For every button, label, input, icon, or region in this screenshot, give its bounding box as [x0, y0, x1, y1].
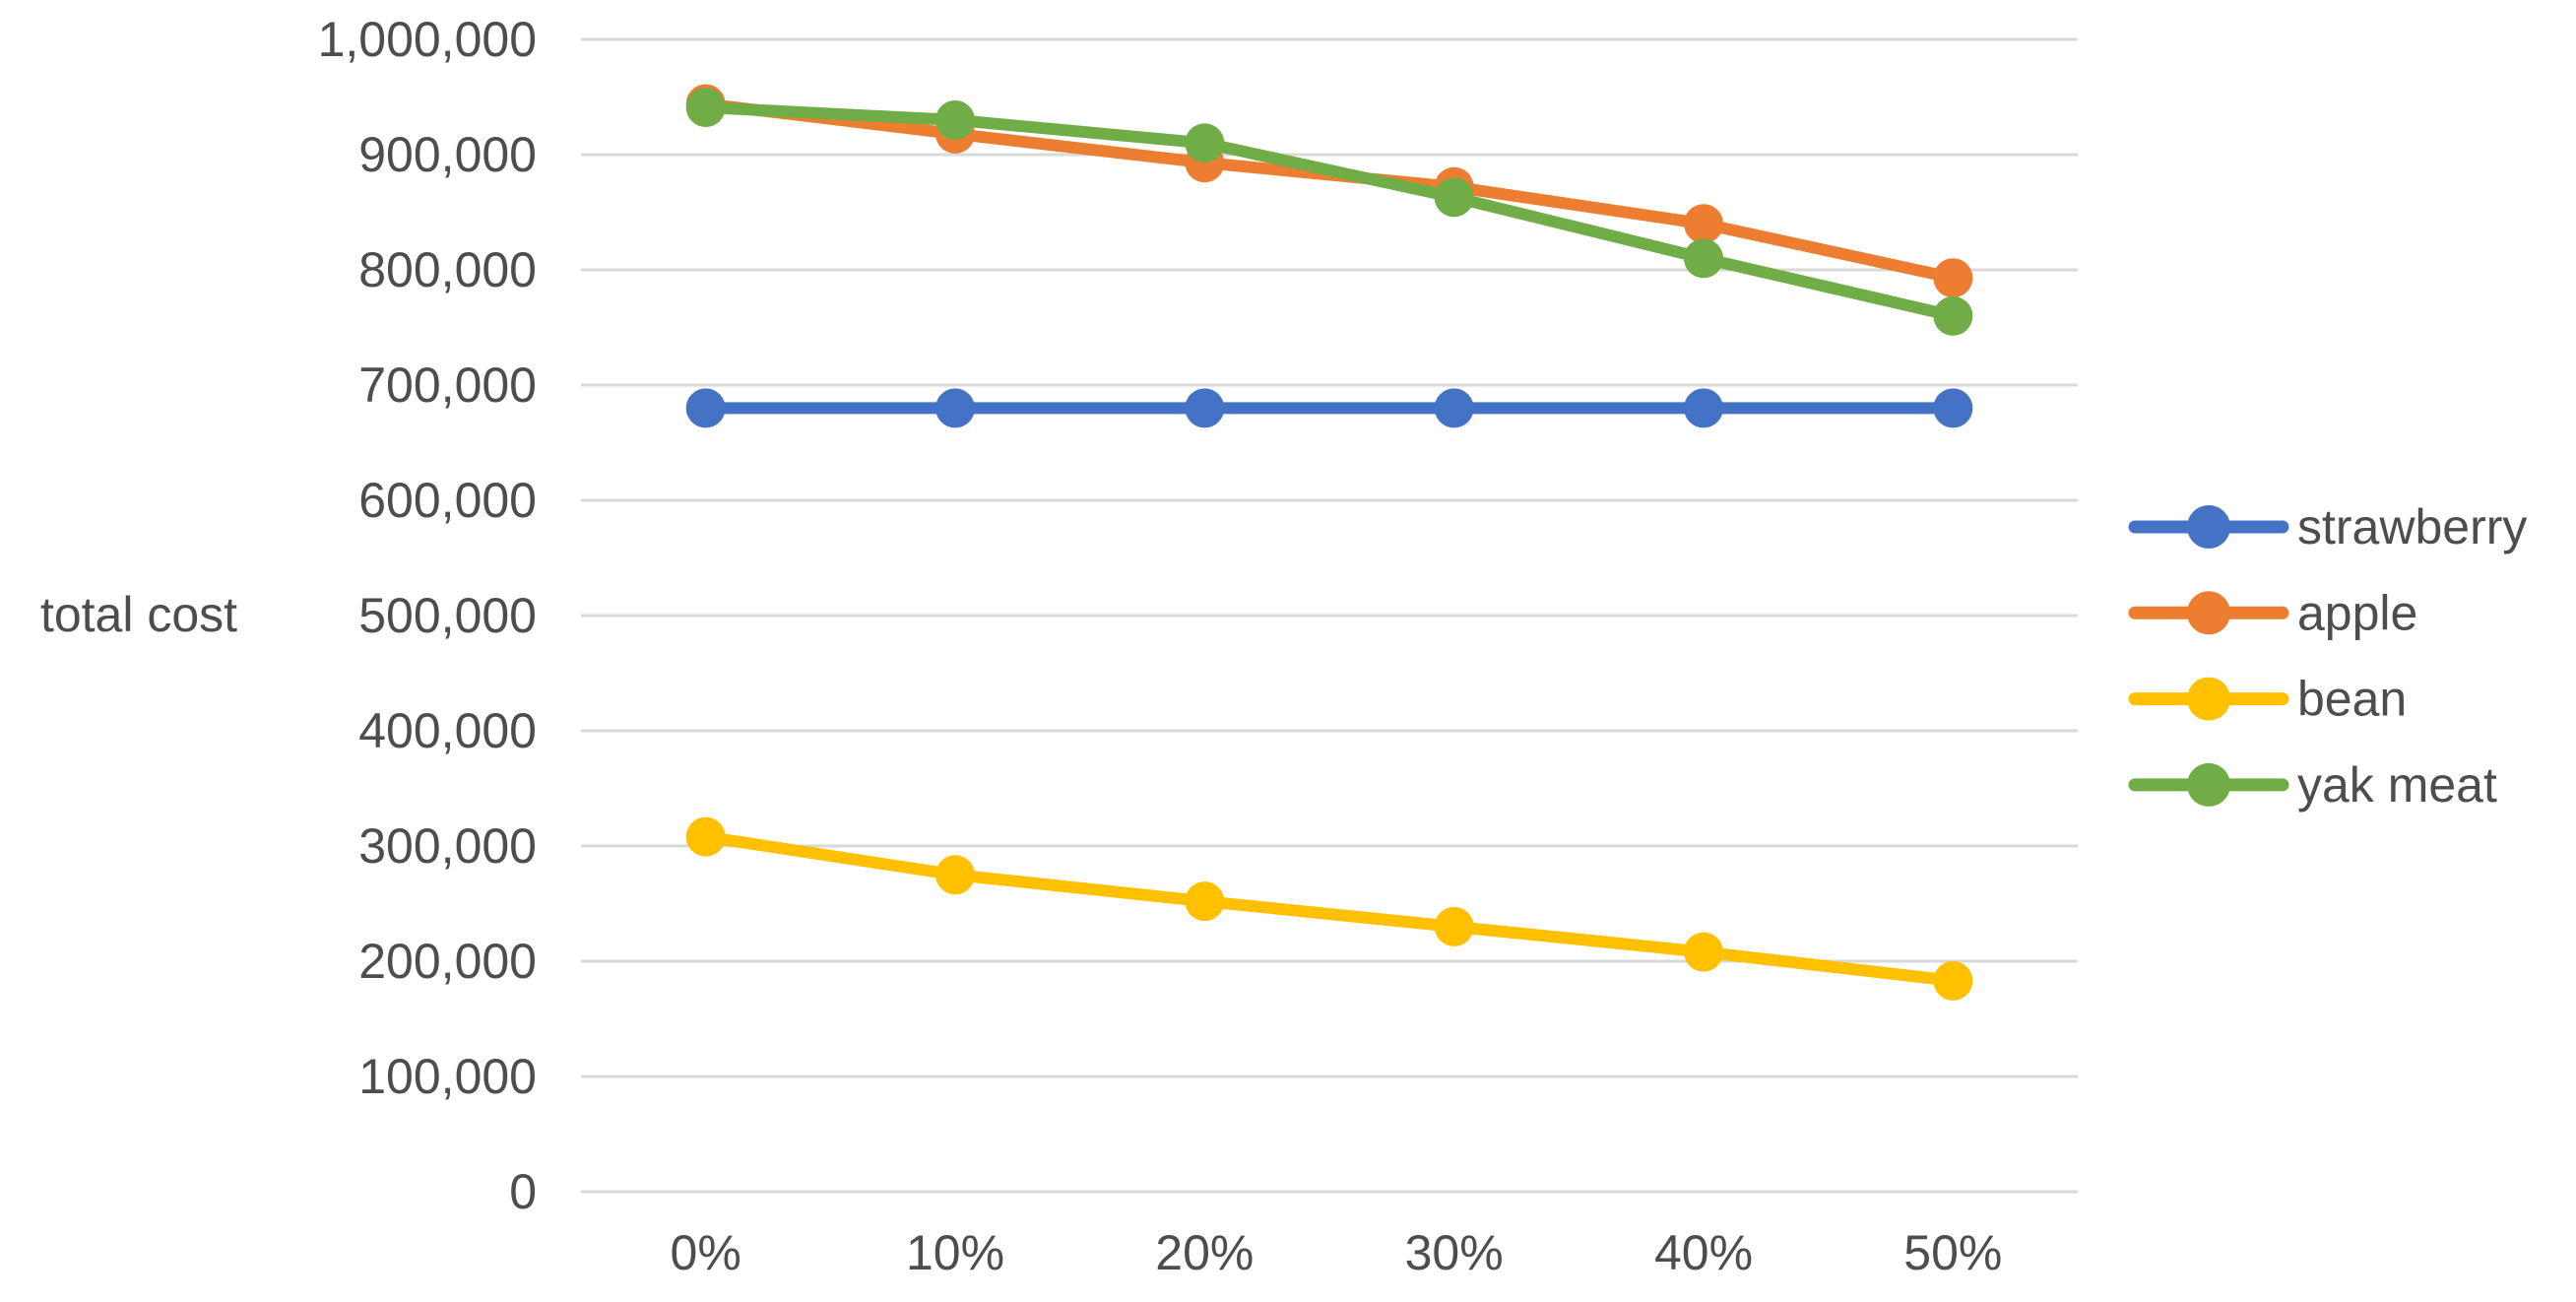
y-tick-label: 1,000,000	[318, 12, 537, 67]
x-tick-label: 40%	[1654, 1225, 1753, 1280]
y-tick-label: 600,000	[358, 473, 537, 528]
legend-label-bean: bean	[2297, 672, 2407, 727]
x-tick-label: 10%	[906, 1225, 1004, 1280]
x-tick-label: 30%	[1405, 1225, 1504, 1280]
data-point-strawberry-40%	[1684, 388, 1723, 428]
series-line-yak-meat	[699, 101, 1960, 322]
data-point-apple-50%	[1933, 258, 1973, 298]
legend: strawberry apple bean yak meat	[2128, 499, 2527, 813]
legend-label-strawberry: strawberry	[2297, 499, 2527, 554]
x-axis-tick-labels: 0% 10% 20% 30% 40% 50%	[671, 1225, 2003, 1280]
y-axis-title: total cost	[39, 587, 238, 642]
x-tick-label: 20%	[1155, 1225, 1254, 1280]
legend-swatch-marker-strawberry	[2187, 505, 2230, 549]
series-line-apple	[699, 98, 1960, 285]
data-point-bean-40%	[1684, 932, 1723, 972]
y-tick-label: 100,000	[358, 1049, 537, 1104]
legend-item-apple: apple	[2128, 585, 2417, 640]
y-tick-label: 500,000	[358, 588, 537, 643]
data-point-bean-0%	[685, 816, 726, 857]
data-point-yak-meat-50%	[1933, 295, 1973, 336]
y-tick-label: 800,000	[358, 242, 537, 297]
data-point-strawberry-20%	[1185, 388, 1225, 428]
legend-swatch-marker-bean	[2187, 677, 2230, 721]
data-point-bean-50%	[1933, 960, 1973, 1001]
legend-item-yak-meat: yak meat	[2128, 757, 2497, 813]
data-point-strawberry-10%	[935, 388, 975, 428]
y-axis-tick-labels: 0 100,000 200,000 300,000 400,000 500,000 600,…	[318, 12, 537, 1219]
data-point-strawberry-0%	[685, 388, 726, 428]
series-bean	[685, 816, 1973, 1001]
legend-label-yak-meat: yak meat	[2297, 757, 2497, 813]
data-point-yak-meat-10%	[935, 99, 975, 140]
data-point-bean-20%	[1185, 881, 1225, 922]
data-point-apple-40%	[1684, 204, 1723, 244]
data-point-yak-meat-40%	[1684, 238, 1723, 279]
gridlines	[581, 37, 2078, 1194]
legend-item-bean: bean	[2128, 672, 2407, 727]
y-tick-label: 400,000	[358, 703, 537, 758]
y-tick-label: 300,000	[358, 818, 537, 874]
data-point-strawberry-30%	[1434, 388, 1474, 428]
legend-label-apple: apple	[2297, 585, 2417, 640]
data-point-bean-10%	[935, 855, 975, 895]
series-strawberry	[685, 388, 1973, 428]
series-line-bean	[699, 830, 1960, 987]
legend-item-strawberry: strawberry	[2128, 499, 2527, 554]
data-point-yak-meat-30%	[1434, 177, 1474, 218]
y-tick-label: 0	[509, 1164, 537, 1219]
y-tick-label: 200,000	[358, 934, 537, 989]
series-yak-meat	[685, 88, 1973, 336]
legend-swatch-marker-apple	[2187, 591, 2230, 635]
y-tick-label: 700,000	[358, 358, 537, 413]
legend-swatch-marker-yak-meat	[2187, 762, 2230, 807]
data-point-bean-30%	[1434, 906, 1474, 946]
data-point-yak-meat-20%	[1185, 123, 1225, 163]
x-tick-label: 0%	[671, 1225, 741, 1280]
y-tick-label: 900,000	[358, 127, 537, 182]
x-tick-label: 50%	[1903, 1225, 2002, 1280]
data-point-strawberry-50%	[1933, 388, 1973, 428]
data-point-yak-meat-0%	[685, 88, 726, 128]
